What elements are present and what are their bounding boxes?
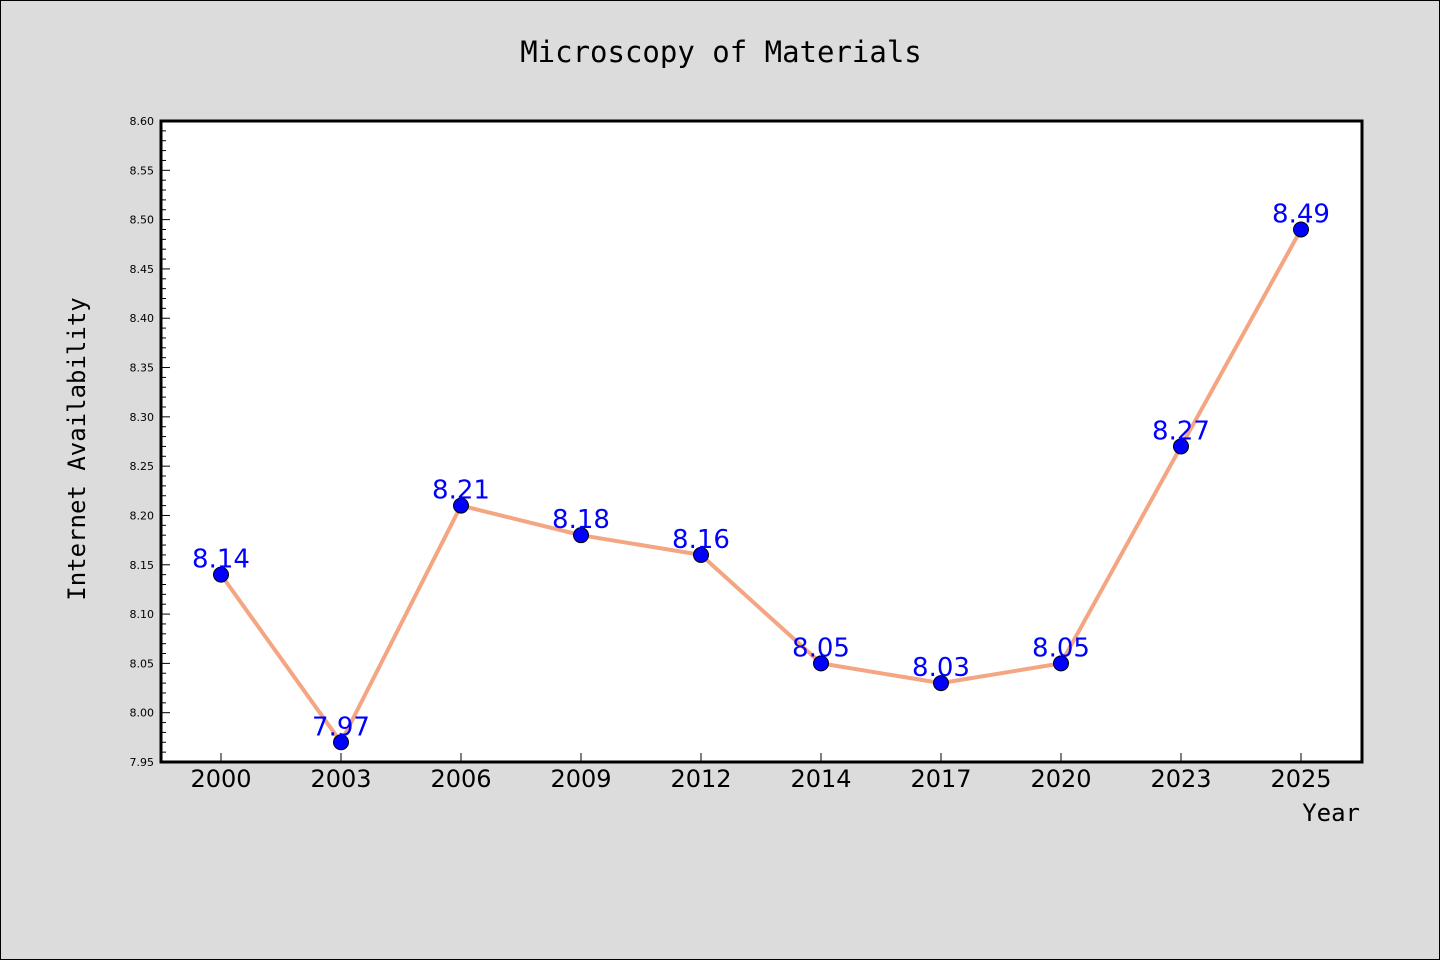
- y-tick-label: 8.40: [130, 312, 155, 325]
- data-label: 8.05: [792, 633, 850, 663]
- x-tick-label: 2017: [910, 765, 971, 793]
- plot-frame: [159, 119, 1364, 764]
- data-point: [213, 566, 229, 583]
- data-point: [1293, 221, 1309, 238]
- data-point: [693, 546, 709, 563]
- y-tick-label: 8.50: [130, 214, 155, 227]
- chart-title: Microscopy of Materials: [520, 35, 922, 69]
- x-axis: 2000 2003 2006 2009 2012 2014 2017 2020 2023 2025: [190, 753, 1332, 793]
- data-label: 8.18: [552, 505, 610, 535]
- y-axis-label: Internet Availability: [63, 297, 91, 600]
- y-tick-label: 8.30: [130, 411, 155, 424]
- data-label: 8.21: [432, 476, 490, 506]
- x-tick-label: 2020: [1030, 765, 1091, 793]
- plot-area: [161, 121, 1362, 762]
- y-tick-label: 8.10: [130, 608, 155, 621]
- data-label: 8.49: [1272, 199, 1330, 229]
- x-tick-label: 2023: [1150, 765, 1211, 793]
- data-label: 8.27: [1152, 416, 1210, 446]
- data-labels: 8.14 7.97 8.21 8.18 8.16 8.05 8.03 8.05 8.27 8.49: [192, 199, 1330, 742]
- y-tick-label: 8.55: [130, 164, 155, 177]
- x-tick-label: 2012: [670, 765, 731, 793]
- x-tick-label: 2000: [190, 765, 251, 793]
- y-tick-label: 8.25: [130, 460, 155, 473]
- data-label: 8.16: [672, 525, 730, 555]
- x-axis-label: Year: [1302, 799, 1360, 827]
- x-tick-label: 2006: [430, 765, 491, 793]
- x-tick-label: 2003: [310, 765, 371, 793]
- y-tick-label: 7.95: [130, 756, 155, 769]
- data-point: [573, 527, 589, 544]
- y-tick-label: 8.20: [130, 509, 155, 522]
- data-label: 8.14: [192, 545, 250, 575]
- data-point: [333, 734, 349, 751]
- series-markers: [213, 221, 1309, 751]
- x-tick-label: 2014: [790, 765, 851, 793]
- y-tick-label: 8.60: [130, 115, 155, 128]
- y-axis: 7.95 8.00 8.05 8.10 8.15 8.20 8.25 8.30 8.35 8.40…: [130, 115, 170, 769]
- data-point: [1053, 655, 1069, 672]
- data-point: [813, 655, 829, 672]
- y-tick-label: 8.15: [130, 559, 155, 572]
- series-line: [219, 228, 1303, 745]
- x-tick-label: 2025: [1270, 765, 1331, 793]
- data-label: 8.05: [1032, 633, 1090, 663]
- data-label: 7.97: [312, 712, 370, 742]
- y-tick-label: 8.35: [130, 362, 155, 375]
- y-tick-label: 8.00: [130, 707, 155, 720]
- data-label: 8.03: [912, 653, 970, 683]
- data-point: [933, 675, 949, 692]
- data-point: [1173, 438, 1189, 455]
- x-tick-label: 2009: [550, 765, 611, 793]
- y-tick-label: 8.45: [130, 263, 155, 276]
- data-point: [453, 497, 469, 514]
- y-tick-label: 8.05: [130, 657, 155, 670]
